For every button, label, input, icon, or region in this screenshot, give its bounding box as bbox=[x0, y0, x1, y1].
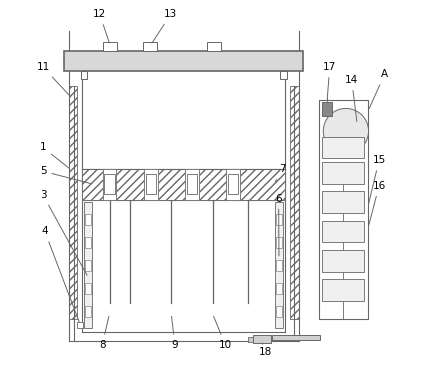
Bar bbox=[85, 214, 91, 224]
Bar bbox=[322, 102, 332, 116]
Bar bbox=[83, 169, 285, 200]
Text: 17: 17 bbox=[323, 62, 337, 99]
Bar bbox=[146, 174, 156, 194]
Text: 15: 15 bbox=[369, 155, 386, 203]
Bar bbox=[322, 220, 365, 243]
Bar bbox=[143, 42, 157, 51]
Bar bbox=[322, 250, 365, 272]
Text: 1: 1 bbox=[40, 142, 70, 169]
Bar bbox=[322, 279, 365, 301]
Bar bbox=[103, 169, 116, 200]
Bar bbox=[322, 162, 365, 184]
Bar bbox=[69, 86, 77, 319]
Bar bbox=[276, 214, 282, 224]
Bar bbox=[158, 169, 185, 200]
Bar bbox=[85, 307, 91, 317]
Bar bbox=[187, 174, 197, 194]
Text: 7: 7 bbox=[275, 164, 285, 182]
Bar bbox=[226, 169, 240, 200]
Bar bbox=[80, 71, 87, 79]
Bar bbox=[319, 100, 368, 319]
Text: A: A bbox=[369, 70, 388, 109]
Bar bbox=[64, 51, 303, 71]
Bar bbox=[272, 335, 320, 340]
Bar bbox=[322, 191, 365, 213]
Circle shape bbox=[323, 109, 369, 154]
Text: 4: 4 bbox=[42, 226, 79, 322]
Text: 5: 5 bbox=[40, 166, 91, 184]
Bar bbox=[104, 174, 115, 194]
Bar bbox=[275, 202, 283, 328]
Text: 6: 6 bbox=[275, 194, 282, 256]
Bar bbox=[144, 169, 158, 200]
Bar bbox=[85, 283, 91, 294]
Bar bbox=[280, 71, 287, 79]
Bar bbox=[185, 169, 199, 200]
Bar bbox=[85, 260, 91, 271]
Text: 8: 8 bbox=[99, 316, 109, 350]
Bar bbox=[322, 137, 365, 159]
Text: 18: 18 bbox=[259, 343, 273, 357]
Bar bbox=[276, 260, 282, 271]
Text: 11: 11 bbox=[36, 62, 71, 97]
Text: 16: 16 bbox=[369, 181, 386, 225]
Bar bbox=[253, 335, 271, 343]
Bar bbox=[276, 307, 282, 317]
Bar bbox=[103, 42, 117, 51]
Bar bbox=[276, 283, 282, 294]
Bar bbox=[207, 42, 221, 51]
Bar bbox=[248, 337, 254, 342]
Bar bbox=[77, 322, 83, 328]
Text: 10: 10 bbox=[214, 316, 232, 350]
Bar bbox=[85, 237, 91, 248]
Bar bbox=[290, 86, 299, 319]
Bar bbox=[276, 237, 282, 248]
Text: 13: 13 bbox=[152, 9, 178, 43]
Text: 14: 14 bbox=[345, 75, 358, 121]
Text: 12: 12 bbox=[93, 9, 109, 43]
Text: 3: 3 bbox=[40, 190, 87, 275]
Bar bbox=[84, 202, 92, 328]
Text: 9: 9 bbox=[171, 316, 178, 350]
Bar bbox=[240, 169, 285, 200]
Bar bbox=[116, 169, 144, 200]
Bar bbox=[228, 174, 238, 194]
Bar bbox=[199, 169, 226, 200]
Bar bbox=[83, 169, 103, 200]
